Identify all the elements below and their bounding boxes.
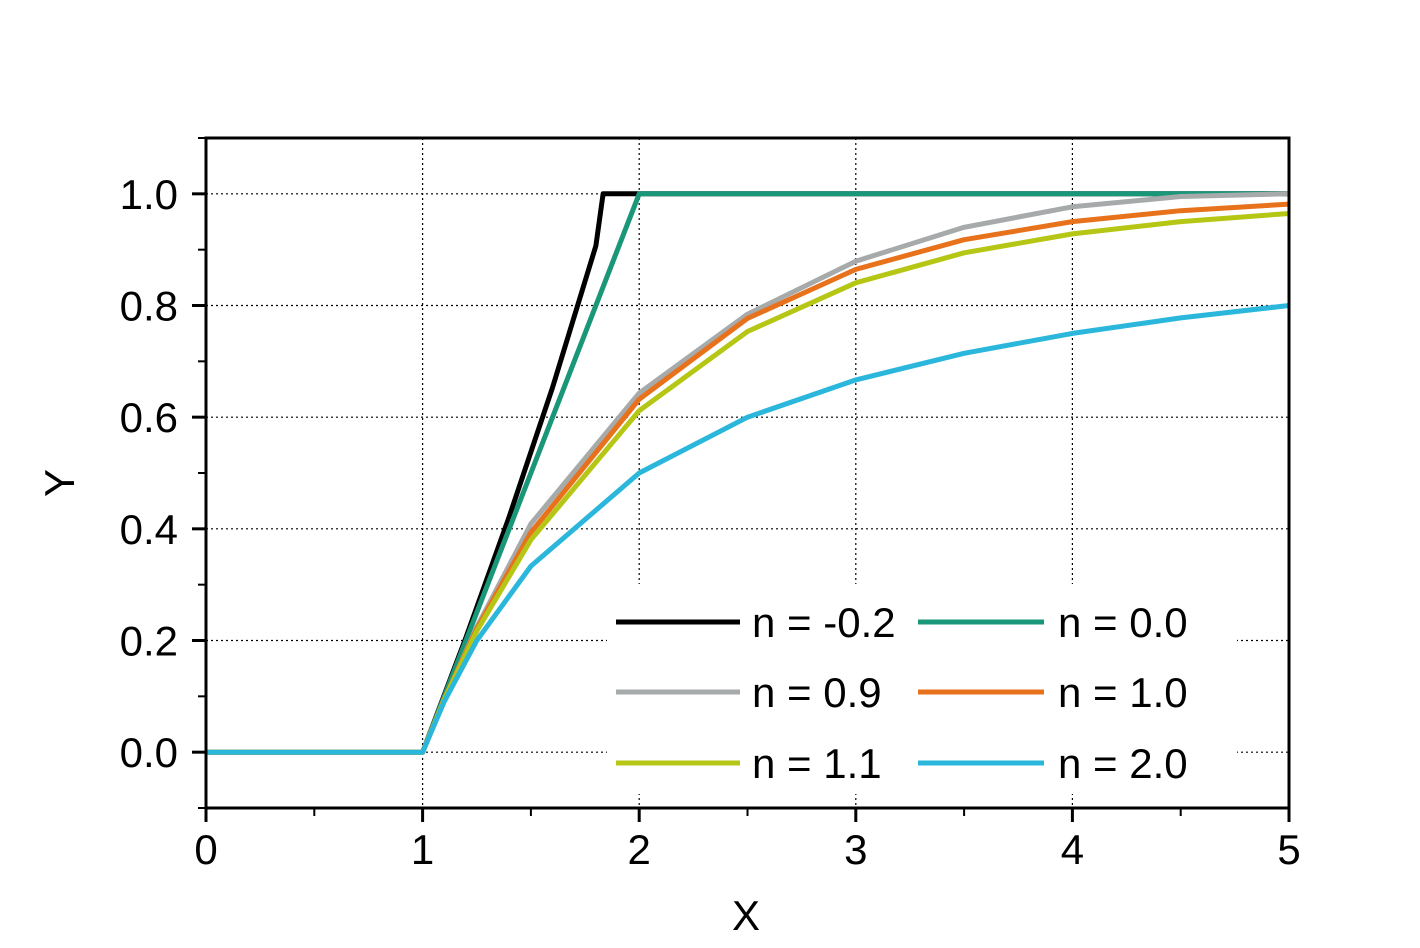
x-tick-label: 0 <box>194 826 217 873</box>
legend-label-6: n = 2.0 <box>1058 740 1188 787</box>
series-line-6 <box>206 303 1290 755</box>
legend-label-5: n = 1.1 <box>752 740 882 787</box>
y-axis-label: Y <box>36 469 83 497</box>
legend-label-2: n = 0.0 <box>1058 599 1188 646</box>
y-tick-label: 0.4 <box>120 506 178 553</box>
y-tick-label: 0.2 <box>120 618 178 665</box>
series-lines <box>206 191 1290 755</box>
y-tick-label: 0.6 <box>120 394 178 441</box>
legend: n = -0.2 n = 0.0 n = 0.9 n = 1.0 n = 1.1 n = … <box>607 584 1237 794</box>
y-tick-label: 1.0 <box>120 171 178 218</box>
y-tick-label: 0.8 <box>120 283 178 330</box>
x-tick-label: 2 <box>628 826 651 873</box>
x-tick-label: 3 <box>844 826 867 873</box>
x-axis-label: X <box>732 892 760 939</box>
legend-label-1: n = -0.2 <box>752 599 896 646</box>
x-tick-label: 1 <box>411 826 434 873</box>
axis-ticks: 0 1 2 3 4 5 0.0 0.2 0.4 0.6 0.8 1.0 <box>120 137 1301 873</box>
legend-background <box>607 584 1237 794</box>
legend-label-3: n = 0.9 <box>752 669 882 716</box>
x-tick-label: 4 <box>1061 826 1084 873</box>
legend-label-4: n = 1.0 <box>1058 669 1188 716</box>
y-tick-label: 0.0 <box>120 729 178 776</box>
x-tick-label: 5 <box>1277 826 1300 873</box>
